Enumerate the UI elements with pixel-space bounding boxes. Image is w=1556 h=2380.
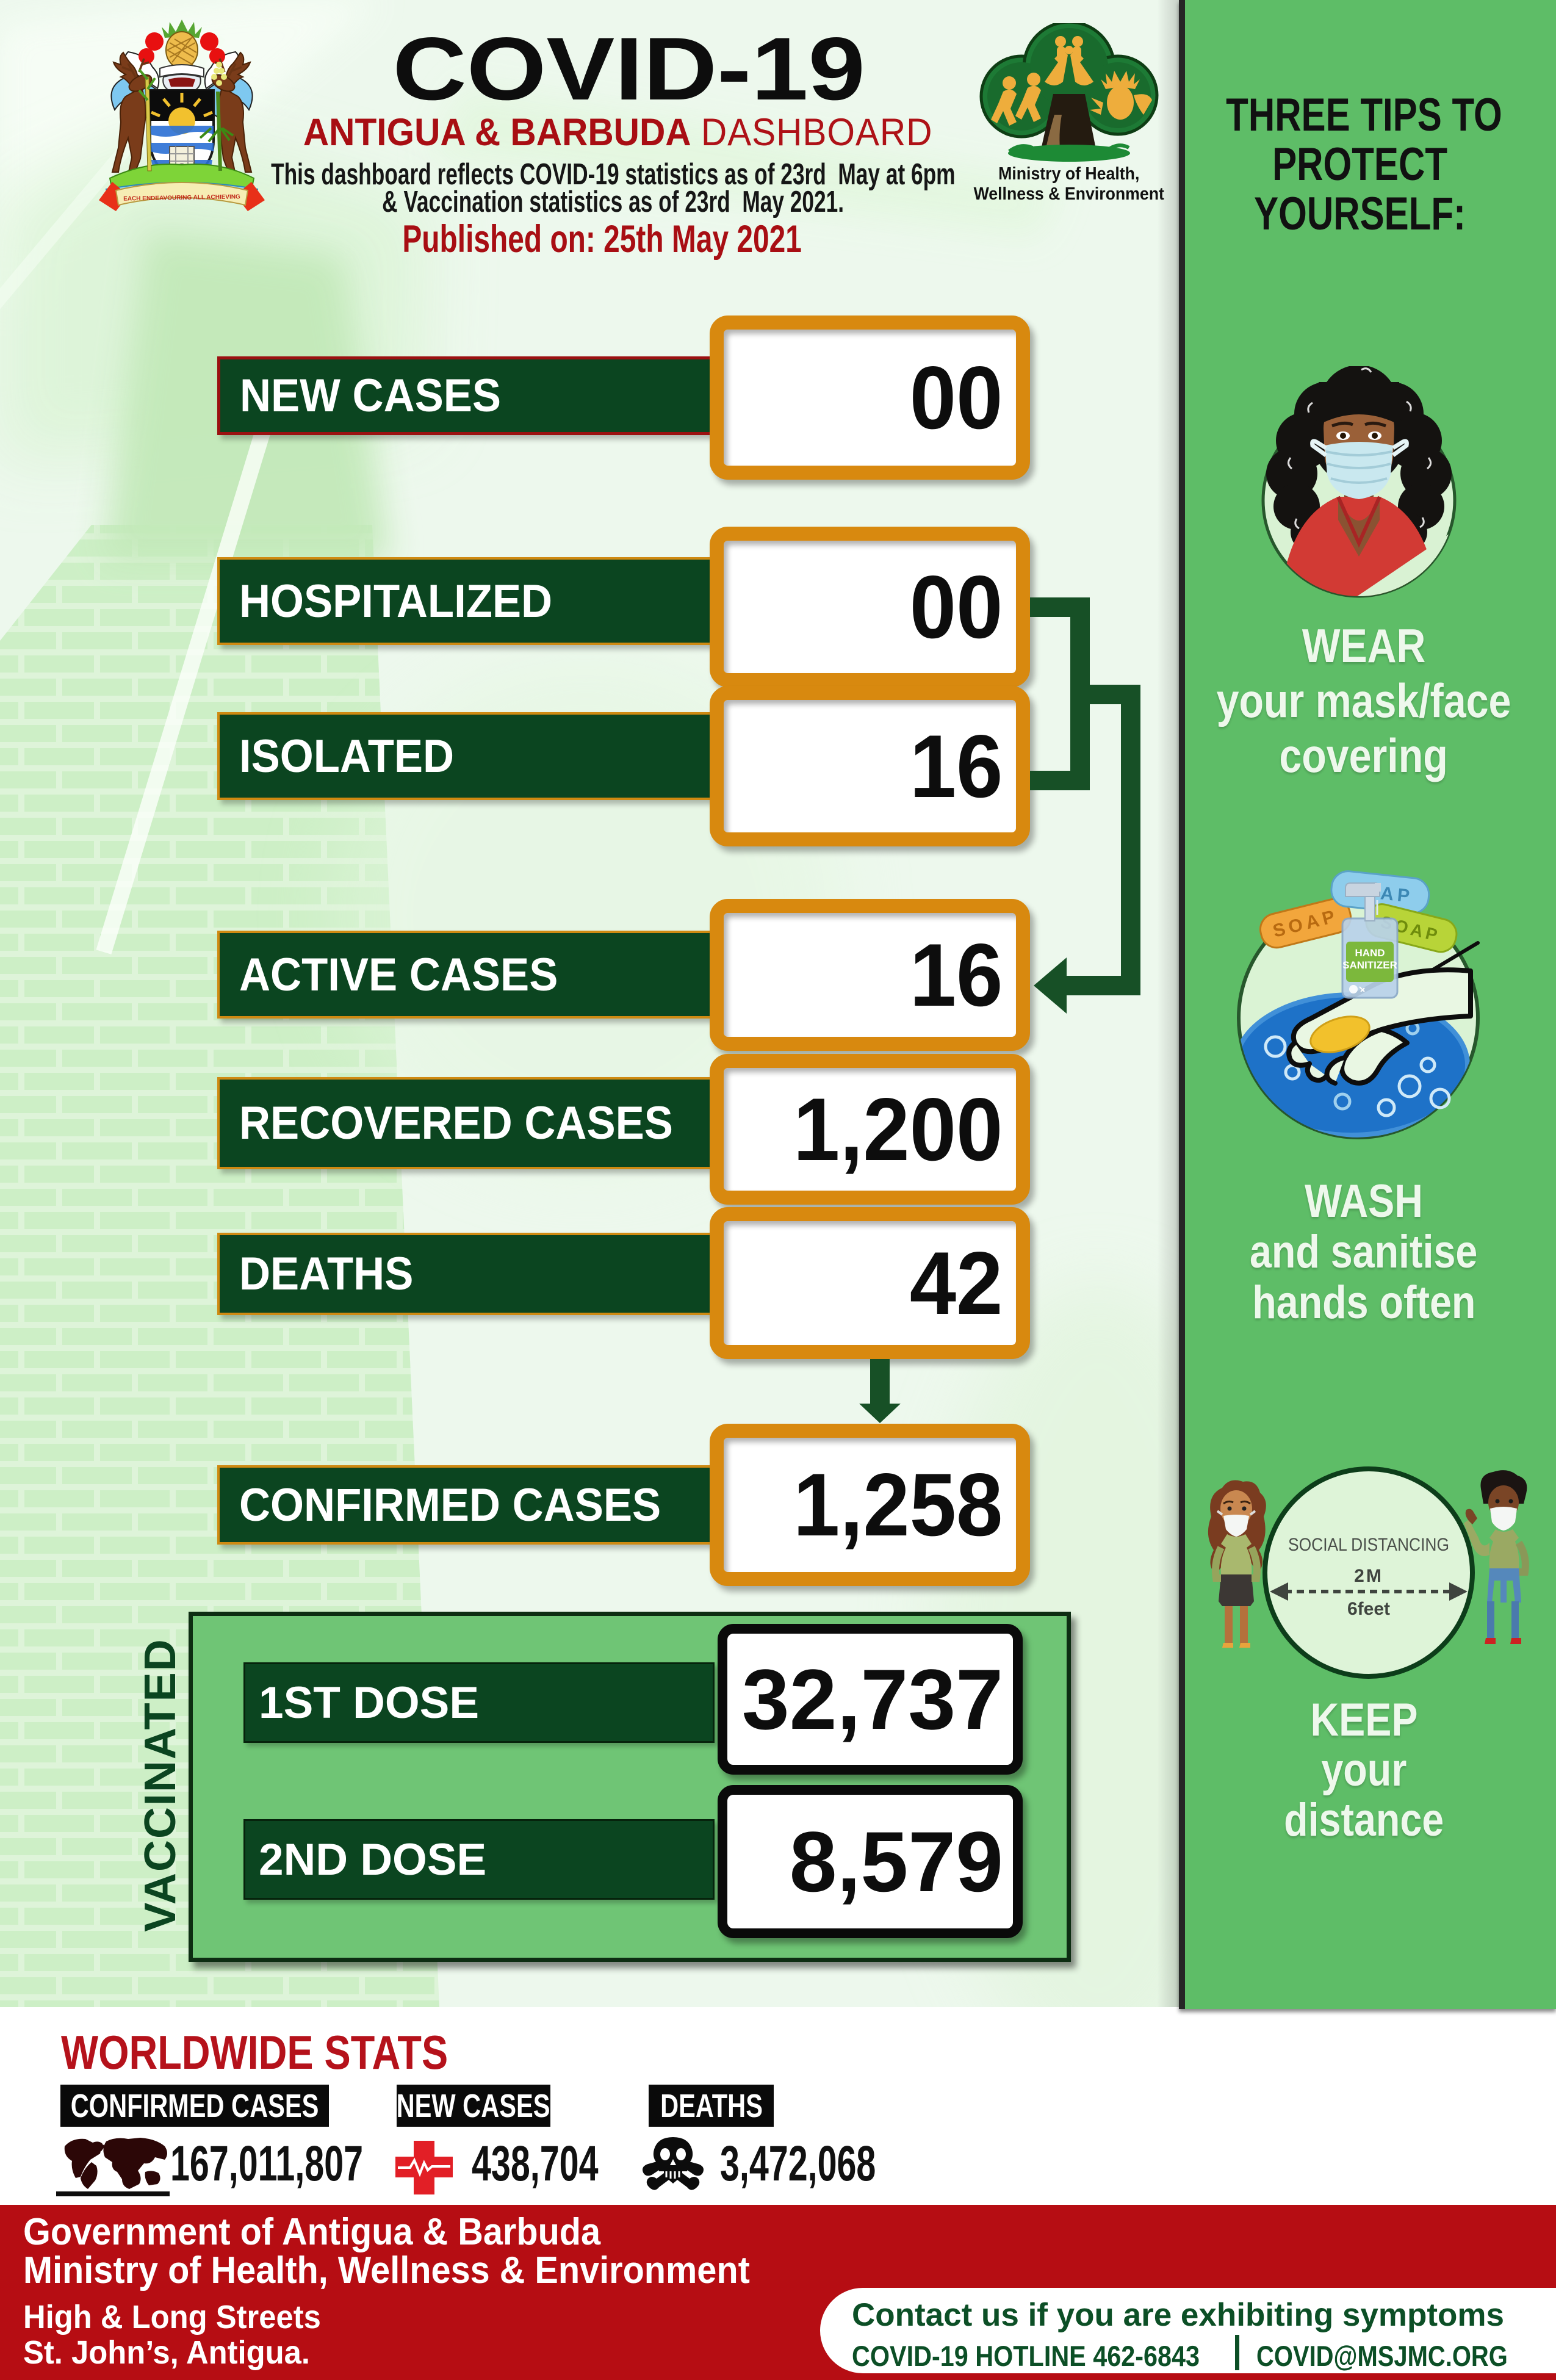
svg-text:SOCIAL DISTANCING: SOCIAL DISTANCING: [1288, 1535, 1449, 1555]
svg-text:2M: 2M: [1354, 1566, 1383, 1586]
svg-text:SANITIZER: SANITIZER: [1342, 959, 1397, 971]
svg-text:HAND: HAND: [1355, 947, 1385, 959]
svg-text:EACH ENDEAVOURING ALL ACHIEVIN: EACH ENDEAVOURING ALL ACHIEVING: [123, 193, 240, 202]
svg-text:6feet: 6feet: [1347, 1599, 1390, 1619]
